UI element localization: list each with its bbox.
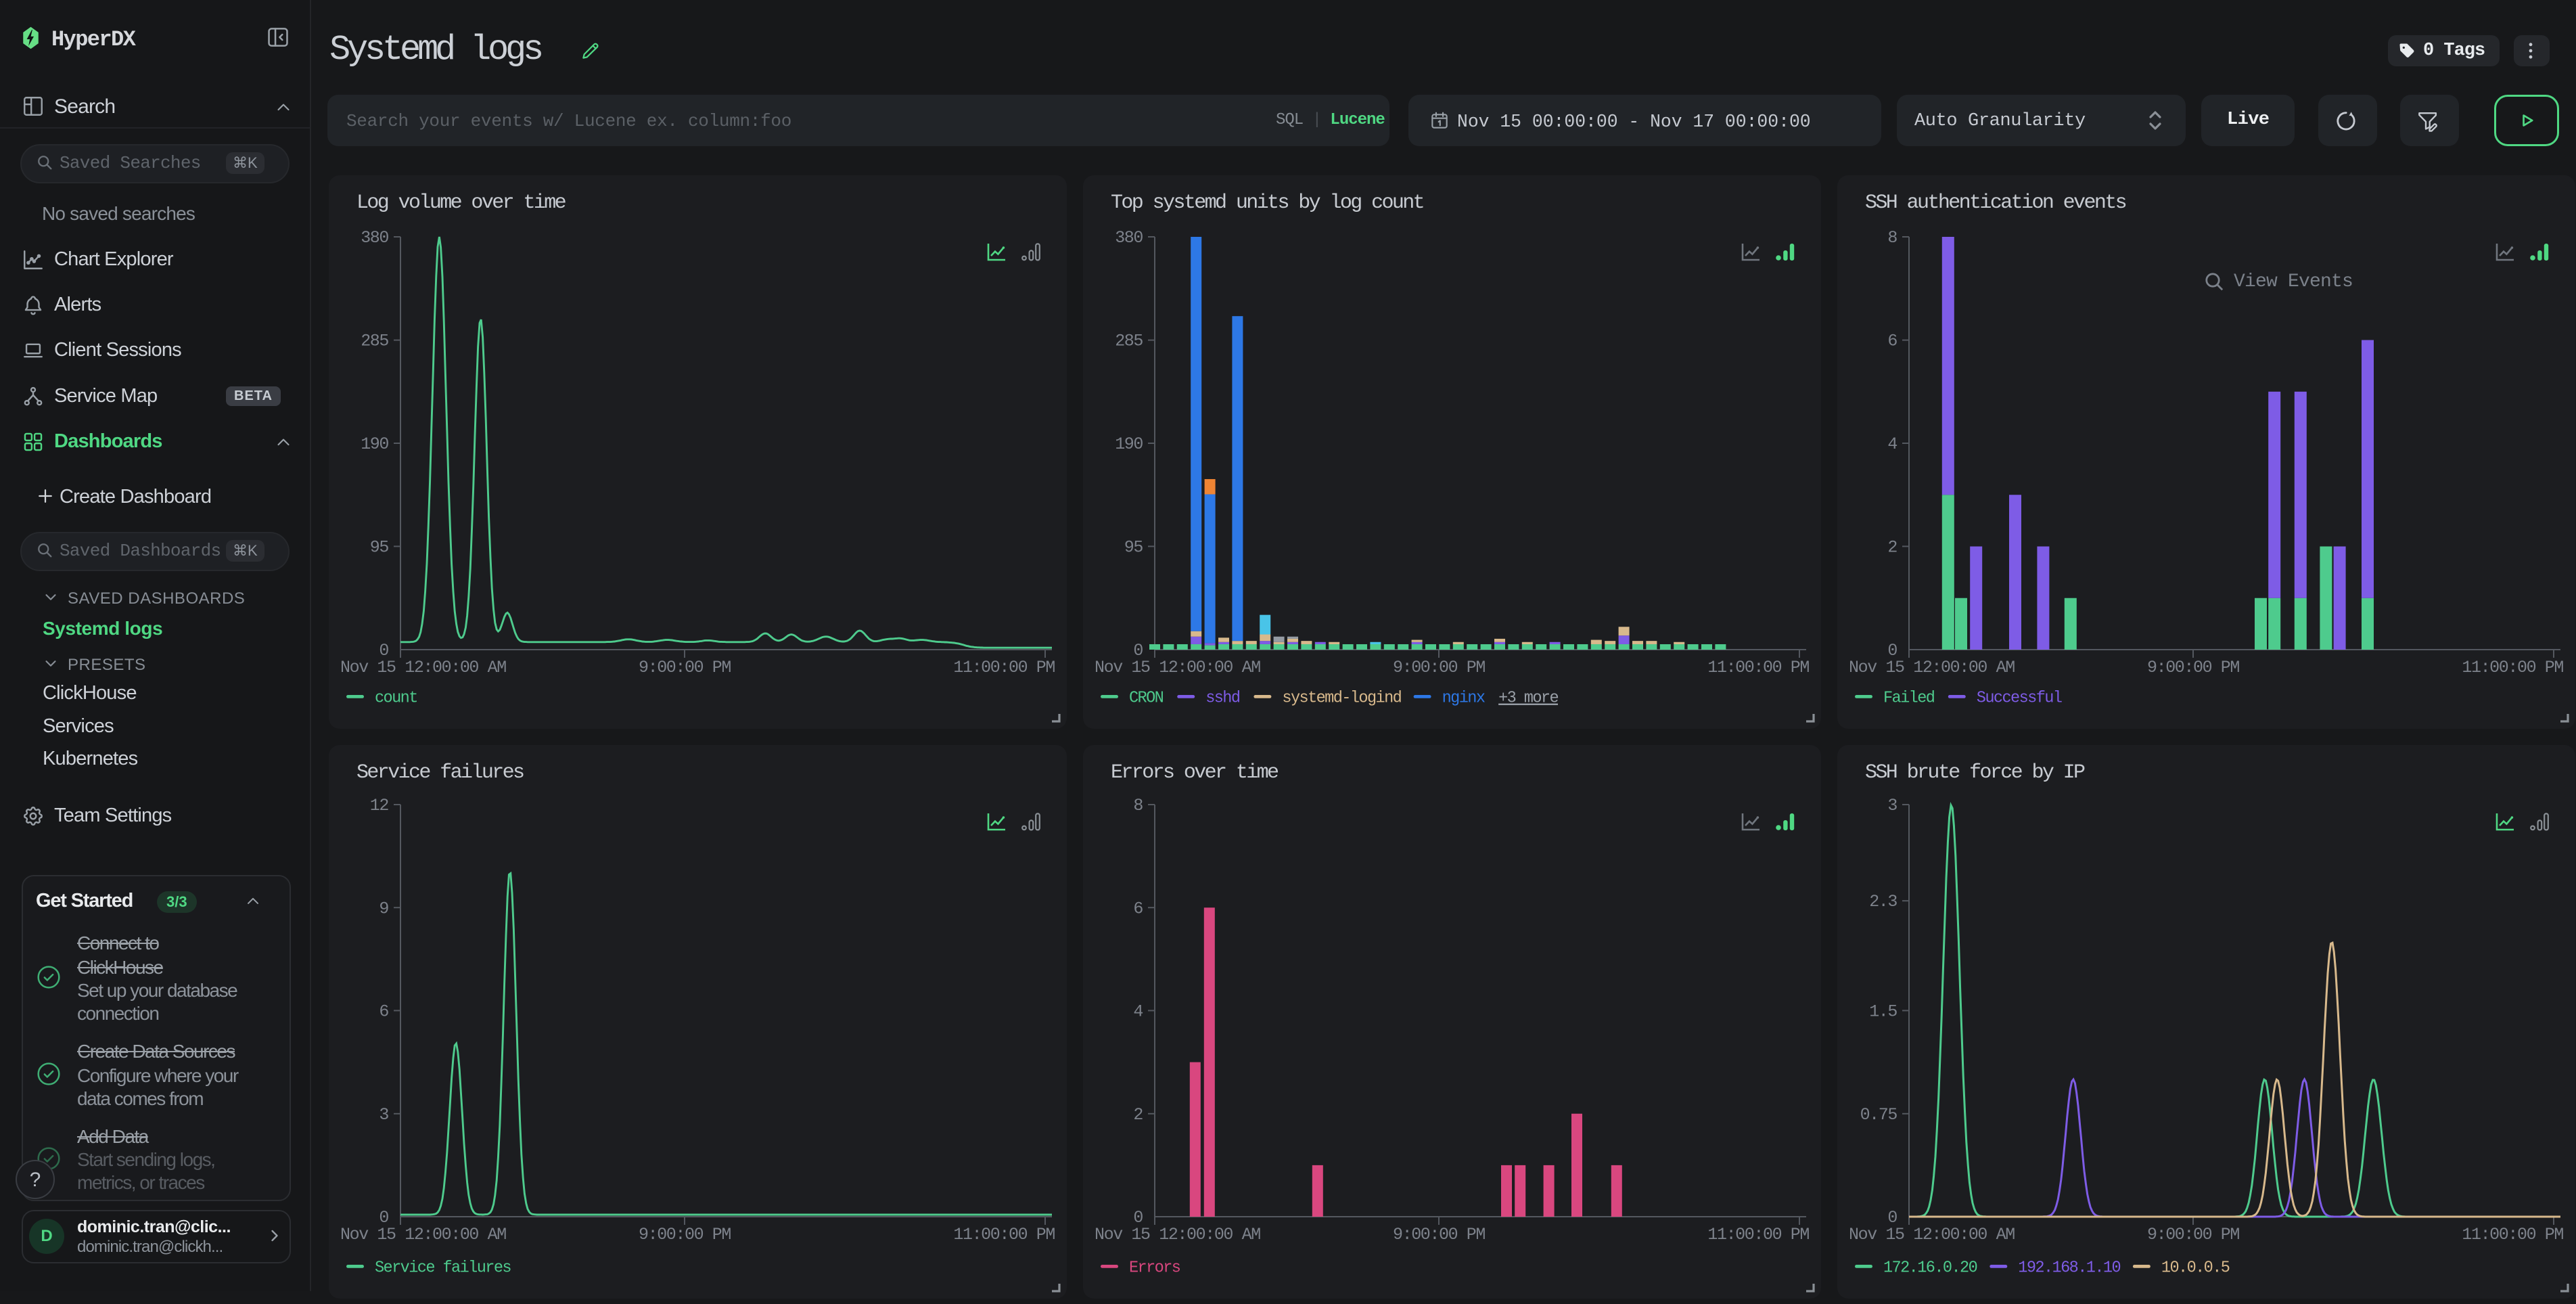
svg-text:9:00:00 PM: 9:00:00 PM — [639, 658, 731, 677]
svg-text:Nov 15 12:00:00 AM: Nov 15 12:00:00 AM — [1849, 1225, 2015, 1244]
svg-text:10.0.0.5: 10.0.0.5 — [2161, 1259, 2230, 1278]
svg-text:95: 95 — [370, 538, 389, 558]
svg-text:9:00:00 PM: 9:00:00 PM — [2147, 1225, 2239, 1244]
svg-text:380: 380 — [361, 228, 388, 248]
svg-text:Service failures: Service failures — [375, 1259, 511, 1278]
svg-text:4: 4 — [1887, 434, 1897, 454]
svg-text:11:00:00 PM: 11:00:00 PM — [953, 658, 1055, 677]
svg-text:11:00:00 PM: 11:00:00 PM — [2462, 658, 2563, 677]
svg-text:View Events: View Events — [2234, 271, 2353, 292]
svg-text:0: 0 — [379, 1208, 388, 1228]
svg-text:9: 9 — [379, 899, 388, 918]
svg-text:SSH brute force by IP: SSH brute force by IP — [1865, 761, 2085, 784]
svg-text:190: 190 — [361, 434, 388, 454]
svg-text:172.16.0.20: 172.16.0.20 — [1883, 1259, 1977, 1278]
svg-text:8: 8 — [1887, 228, 1897, 248]
svg-text:2: 2 — [1887, 538, 1897, 558]
svg-text:SSH authentication events: SSH authentication events — [1865, 192, 2126, 215]
svg-text:Successful: Successful — [1977, 690, 2062, 708]
svg-text:0: 0 — [1133, 1208, 1143, 1228]
svg-text:1.5: 1.5 — [1869, 1002, 1897, 1022]
svg-text:0: 0 — [1887, 641, 1897, 660]
svg-text:Errors: Errors — [1129, 1259, 1180, 1278]
svg-text:CRON: CRON — [1129, 690, 1164, 708]
svg-text:9:00:00 PM: 9:00:00 PM — [1393, 1225, 1485, 1244]
svg-text:sshd: sshd — [1205, 690, 1240, 708]
svg-text:2.3: 2.3 — [1869, 892, 1897, 912]
svg-text:Errors over time: Errors over time — [1111, 761, 1279, 784]
svg-text:systemd-logind: systemd-logind — [1282, 690, 1401, 708]
svg-text:11:00:00 PM: 11:00:00 PM — [1707, 658, 1809, 677]
svg-text:9:00:00 PM: 9:00:00 PM — [639, 1225, 731, 1244]
svg-text:95: 95 — [1124, 538, 1143, 558]
svg-text:11:00:00 PM: 11:00:00 PM — [1707, 1225, 1809, 1244]
svg-text:4: 4 — [1133, 1002, 1143, 1022]
svg-text:Nov 15 12:00:00 AM: Nov 15 12:00:00 AM — [1849, 658, 2015, 677]
svg-text:Log volume over time: Log volume over time — [356, 192, 566, 215]
svg-text:6: 6 — [379, 1002, 388, 1022]
svg-text:+3 more: +3 more — [1498, 690, 1558, 708]
svg-text:380: 380 — [1115, 228, 1143, 248]
svg-text:190: 190 — [1115, 434, 1143, 454]
svg-text:6: 6 — [1133, 899, 1143, 918]
svg-text:12: 12 — [370, 796, 389, 815]
svg-text:Top systemd units by log count: Top systemd units by log count — [1111, 192, 1423, 215]
svg-text:11:00:00 PM: 11:00:00 PM — [2462, 1225, 2563, 1244]
svg-text:192.168.1.10: 192.168.1.10 — [2018, 1259, 2120, 1278]
svg-text:3: 3 — [379, 1105, 388, 1125]
svg-text:6: 6 — [1887, 332, 1897, 351]
svg-text:11:00:00 PM: 11:00:00 PM — [953, 1225, 1055, 1244]
svg-text:2: 2 — [1133, 1105, 1143, 1125]
svg-text:Service failures: Service failures — [356, 761, 524, 784]
svg-text:count: count — [375, 690, 417, 708]
svg-text:3: 3 — [1887, 796, 1897, 815]
svg-text:nginx: nginx — [1442, 690, 1486, 708]
svg-text:Nov 15 12:00:00 AM: Nov 15 12:00:00 AM — [1095, 1225, 1260, 1244]
svg-text:0: 0 — [379, 641, 388, 660]
svg-text:0: 0 — [1133, 641, 1143, 660]
svg-text:Nov 15 12:00:00 AM: Nov 15 12:00:00 AM — [1095, 658, 1260, 677]
svg-text:0.75: 0.75 — [1860, 1105, 1898, 1125]
svg-text:9:00:00 PM: 9:00:00 PM — [1393, 658, 1485, 677]
svg-text:285: 285 — [361, 332, 388, 351]
svg-text:Nov 15 12:00:00 AM: Nov 15 12:00:00 AM — [340, 658, 506, 677]
svg-text:285: 285 — [1115, 332, 1143, 351]
svg-text:9:00:00 PM: 9:00:00 PM — [2147, 658, 2239, 677]
svg-text:8: 8 — [1133, 796, 1143, 815]
svg-text:Nov 15 12:00:00 AM: Nov 15 12:00:00 AM — [340, 1225, 506, 1244]
svg-text:Failed: Failed — [1883, 690, 1935, 708]
svg-text:0: 0 — [1887, 1208, 1897, 1228]
